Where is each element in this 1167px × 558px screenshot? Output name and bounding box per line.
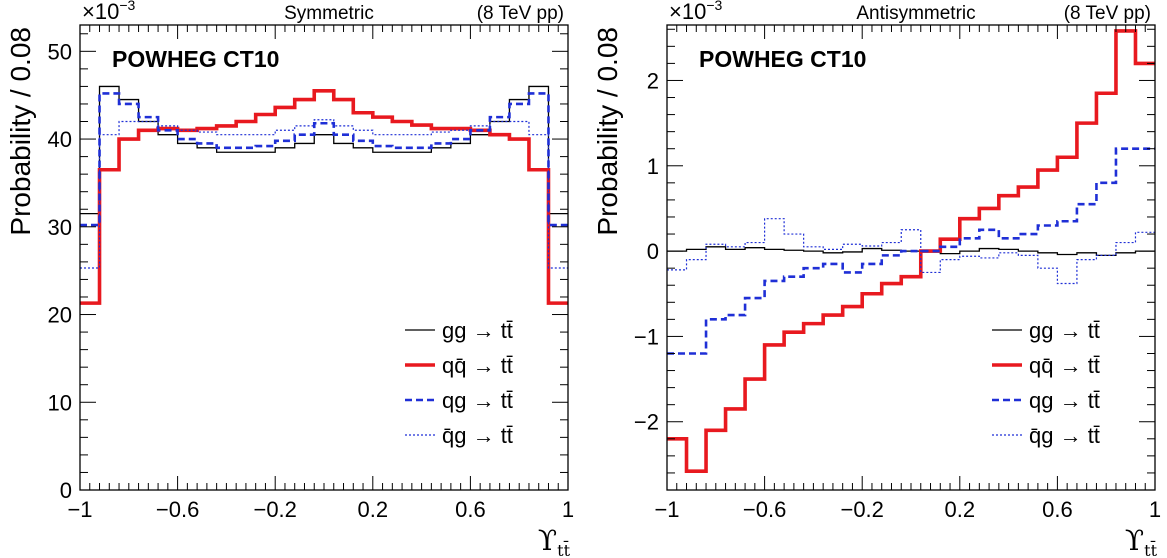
series-line-3 [80,92,568,227]
x-axis-label: ϒtt̄ [538,524,571,558]
x-tick-label: 0.2 [945,497,976,522]
x-tick-label: −1 [67,497,92,522]
x-tick-label: −0.2 [840,497,883,522]
y-axis-label: Probability / 0.08 [592,27,623,236]
axis-multiplier: ×10−3 [82,0,136,24]
legend-label-1: gg → tt̄ [442,318,513,343]
generator-label: POWHEG CT10 [699,46,866,72]
y-tick-label: 0 [647,239,659,264]
y-axis-label: Probability / 0.08 [5,27,36,236]
x-tick-label: −0.6 [743,497,786,522]
legend-label-3: qg → tt̄ [442,388,513,413]
legend-label-4: q̄g → tt̄ [1029,423,1100,448]
y-tick-label: −2 [634,410,659,435]
energy-label: (8 TeV pp) [477,3,564,24]
y-tick-label: 20 [48,303,72,328]
panel-title: Antisymmetric [856,3,975,24]
y-tick-label: 40 [48,127,72,152]
y-tick-label: 0 [60,478,72,503]
y-tick-label: 50 [48,39,72,64]
x-tick-label: 1 [562,497,574,522]
chart-panel-1: −1 −0.6 −0.2 0.2 0.6 101020304050Probability … [5,0,574,558]
chart-panel-2: −1 −0.6 −0.2 0.2 0.6 1 −2 −1 0 1 2 Probability / 0.… [592,0,1161,558]
y-tick-label: −1 [634,324,659,349]
plot-area [667,29,1155,474]
series-line-4 [667,218,1155,285]
x-tick-label: −0.2 [253,497,296,522]
axis-multiplier-exponent: −3 [119,0,135,13]
plot-frame [666,24,1156,491]
x-axis-label-subscript: tt̄ [557,539,570,558]
x-tick-label: 1 [1149,497,1161,522]
y-tick-label: 2 [647,68,659,93]
x-tick-label: −0.6 [156,497,199,522]
legend-label-2: qq̄ → tt̄ [442,353,513,378]
generator-label: POWHEG CT10 [112,46,279,72]
x-tick-label: 0.6 [455,497,486,522]
x-tick-label: 0.6 [1042,497,1073,522]
y-tick-label: 1 [647,154,659,179]
x-tick-label: −1 [654,497,679,522]
plot-area [80,85,568,305]
y-tick-label: 30 [48,215,72,240]
energy-label: (8 TeV pp) [1064,3,1151,24]
axis-multiplier: ×10−3 [669,0,723,24]
legend-label-3: qg → tt̄ [1029,388,1100,413]
x-axis-label-subscript: tt̄ [1144,539,1157,558]
x-axis-label-symbol: ϒ [1125,524,1144,557]
legend-label-4: q̄g → tt̄ [442,423,513,448]
x-axis-label-symbol: ϒ [538,524,557,557]
series-line-2 [667,29,1155,474]
plot-frame [79,24,569,491]
y-tick-label: 10 [48,390,72,415]
axis-multiplier-base: ×10 [82,0,119,24]
axis-multiplier-base: ×10 [669,0,706,24]
series-line-4 [80,119,568,269]
series-line-1 [80,85,568,215]
axis-multiplier-exponent: −3 [706,0,722,13]
panel-title: Symmetric [284,3,374,24]
x-axis-label: ϒtt̄ [1125,524,1158,558]
series-line-3 [667,147,1155,355]
legend-label-2: qq̄ → tt̄ [1029,353,1100,378]
x-tick-label: 0.2 [358,497,389,522]
legend-label-1: gg → tt̄ [1029,318,1100,343]
